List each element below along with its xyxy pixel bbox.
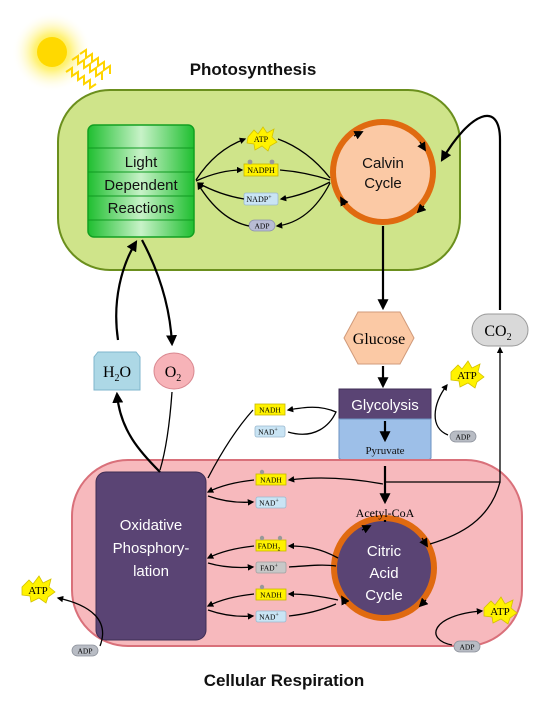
photo-carrier-arrows	[195, 137, 331, 229]
oxidative-phosphorylation-box: Oxidative Phosphory- lation	[95, 471, 207, 641]
fad-sup: +	[275, 564, 279, 570]
acetyl-coa-label: Acetyl-CoA	[356, 506, 415, 520]
nadp-badge: NADP+	[243, 192, 279, 206]
svg-text:O2: O2	[165, 364, 182, 384]
oxygen-sub: 2	[176, 373, 181, 384]
atp-badge-oxphos: ATP	[21, 575, 56, 604]
oxygen-molecule: O2	[153, 352, 195, 390]
adp-to-atp-citric-arrow	[435, 608, 484, 646]
oxygen-o: O	[165, 364, 177, 381]
co2-molecule: CO2	[471, 313, 529, 347]
atp-badge-citric: ATP	[483, 596, 518, 625]
oxphos-to-water-arrow	[112, 391, 161, 473]
light-dependent-reactions-box: Light Dependent Reactions	[87, 124, 195, 238]
atp-citric-label: ATP	[490, 606, 510, 618]
svg-text:NADP+: NADP+	[246, 195, 272, 204]
glucose-molecule: Glucose	[343, 311, 415, 365]
atp-badge-photo: ATP	[246, 126, 278, 152]
svg-text:NAD+: NAD+	[258, 428, 278, 437]
adp-badge-oxphos: ADP	[71, 644, 99, 657]
light-reactions-line-2: Dependent	[104, 177, 178, 194]
water-molecule: H2O	[93, 351, 141, 391]
nad-resp-1-sup: +	[275, 499, 279, 505]
respiration-carrier-arrows	[206, 409, 384, 620]
svg-text:H2O: H2O	[103, 364, 131, 384]
nadh-badge-glycolysis: NADH	[254, 403, 286, 416]
water-h: H	[103, 364, 115, 381]
citric-line-1: Citric	[367, 543, 402, 560]
citric-line-3: Cycle	[365, 587, 403, 604]
co2-sub: 2	[507, 332, 512, 343]
glycolysis-label: Glycolysis	[351, 397, 419, 414]
co2-c: CO	[484, 323, 506, 340]
adp-badge-glycolysis: ADP	[449, 430, 477, 443]
cellular-respiration-title: Cellular Respiration	[204, 671, 365, 690]
fadh2-badge: FADH2	[255, 535, 287, 553]
atp-photo-label: ATP	[254, 135, 269, 144]
nadh-resp-2-label: NADH	[260, 591, 282, 600]
oxygen-to-oxphos-arrow	[159, 391, 173, 471]
photosynthesis-title: Photosynthesis	[190, 60, 317, 79]
nad-badge-glycolysis: NAD+	[254, 425, 286, 438]
citric-co2-line	[429, 481, 501, 545]
light-to-oxygen-arrow	[141, 239, 178, 347]
svg-text:NAD+: NAD+	[259, 499, 279, 508]
adp-oxphos-label: ADP	[77, 647, 92, 656]
glycolysis-box: Glycolysis Pyruvate	[338, 388, 432, 467]
fadh-label: FADH	[258, 542, 278, 551]
svg-text:FAD+: FAD+	[260, 564, 278, 573]
adp-photo-label: ADP	[254, 222, 269, 231]
nadph-label: NADPH	[247, 166, 275, 175]
nadh-resp-1-label: NADH	[260, 476, 282, 485]
light-reactions-line-1: Light	[125, 154, 158, 171]
light-rays-icon	[65, 48, 111, 90]
pyruvate-label: Pyruvate	[365, 445, 404, 457]
water-sub: 2	[115, 373, 120, 384]
atp-oxphos-label: ATP	[28, 585, 48, 597]
svg-text:CO2: CO2	[484, 323, 511, 343]
nad-to-nadh-glycolysis-arrow	[286, 405, 337, 435]
citric-line-2: Acid	[369, 565, 398, 582]
adp-to-atp-glycolysis-arrow	[434, 383, 449, 436]
fadh-sub: 2	[278, 547, 281, 553]
sun-icon	[12, 12, 92, 92]
nadh-badge-resp-2: NADH	[255, 584, 287, 601]
water-o: O	[120, 364, 132, 381]
nadph-badge: NADPH	[243, 159, 279, 177]
nad-badge-resp-2: NAD+	[255, 610, 287, 623]
nad-resp-2-sup: +	[275, 613, 279, 619]
oxphos-line-1: Oxidative	[120, 517, 183, 534]
nadh-badge-resp-1: NADH	[255, 469, 287, 486]
fad-label: FAD	[260, 564, 275, 573]
nad-resp-2-label: NAD	[259, 613, 276, 622]
nadp-sup: +	[268, 195, 272, 201]
adp-citric-label: ADP	[459, 643, 474, 652]
atp-badge-glycolysis: ATP	[450, 360, 485, 389]
nad-badge-resp-1: NAD+	[255, 496, 287, 509]
atp-glycolysis-label: ATP	[457, 370, 477, 382]
calvin-line-2: Cycle	[364, 175, 402, 192]
svg-text:NAD+: NAD+	[259, 613, 279, 622]
oxphos-line-2: Phosphory-	[113, 540, 190, 557]
light-reactions-line-3: Reactions	[108, 200, 175, 217]
adp-badge-citric: ADP	[453, 640, 481, 653]
co2-to-calvin-arrow	[440, 114, 502, 310]
nadp-label: NADP	[246, 195, 268, 204]
fad-badge: FAD+	[255, 561, 287, 574]
adp-to-atp-oxphos-arrow	[56, 595, 104, 647]
svg-text:FADH2: FADH2	[258, 542, 281, 553]
glucose-label: Glucose	[353, 331, 405, 348]
oxphos-line-3: lation	[133, 563, 169, 580]
calvin-line-1: Calvin	[362, 155, 404, 172]
water-to-light-arrow	[115, 240, 138, 341]
nad-glycolysis-label: NAD	[258, 428, 275, 437]
citric-acid-cycle: Citric Acid Cycle	[331, 515, 437, 621]
adp-badge-photo: ADP	[248, 219, 276, 232]
nad-resp-1-label: NAD	[259, 499, 276, 508]
nadh-glycolysis-label: NADH	[259, 406, 281, 415]
adp-glycolysis-label: ADP	[455, 433, 470, 442]
calvin-cycle: Calvin Cycle	[330, 119, 436, 225]
nad-glycolysis-sup: +	[274, 428, 278, 434]
